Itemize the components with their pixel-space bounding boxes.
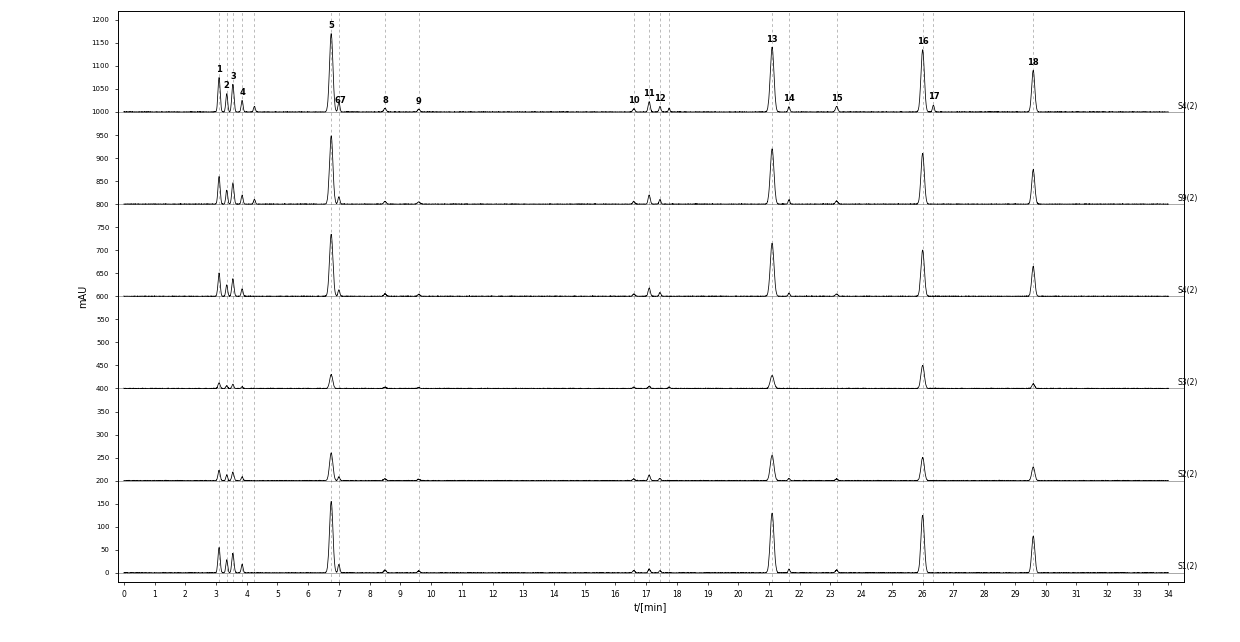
Text: 4: 4 [239, 88, 246, 97]
Text: 3: 3 [229, 72, 236, 81]
Text: S3(2): S3(2) [1178, 378, 1198, 387]
Text: 6: 6 [335, 96, 340, 105]
Text: S4(2): S4(2) [1178, 101, 1198, 110]
Text: 10: 10 [627, 96, 640, 105]
Text: 12: 12 [653, 94, 666, 103]
Text: 2: 2 [223, 81, 229, 90]
Text: 1: 1 [216, 65, 222, 74]
Text: 8: 8 [382, 96, 388, 105]
Text: 13: 13 [766, 35, 777, 44]
Text: S2(2): S2(2) [1178, 471, 1198, 480]
Text: 14: 14 [784, 94, 795, 103]
Text: 5: 5 [329, 21, 334, 30]
Text: 11: 11 [644, 89, 655, 98]
Text: S9(2): S9(2) [1178, 194, 1198, 203]
Text: 15: 15 [831, 94, 842, 103]
Text: 9: 9 [415, 96, 422, 105]
Text: 18: 18 [1028, 58, 1039, 67]
Y-axis label: mAU: mAU [78, 284, 88, 308]
Text: S4(2): S4(2) [1178, 286, 1198, 295]
Text: S1(2): S1(2) [1178, 562, 1198, 571]
Text: 17: 17 [928, 92, 939, 101]
Text: 16: 16 [916, 37, 929, 46]
Text: 7: 7 [339, 96, 345, 105]
X-axis label: t/[min]: t/[min] [634, 602, 667, 612]
